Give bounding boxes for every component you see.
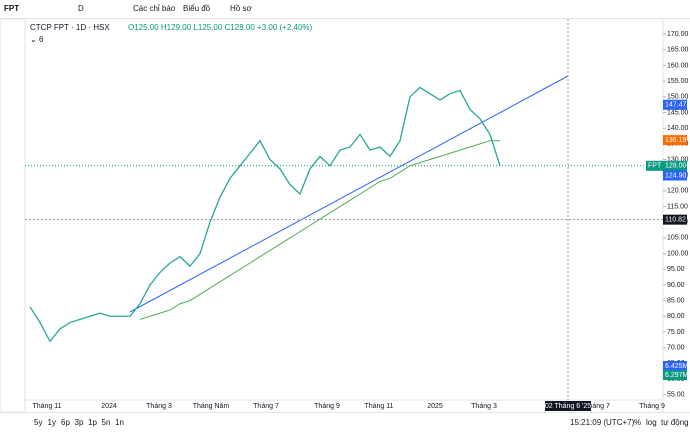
range-button[interactable]: 5y	[34, 418, 43, 427]
crosshair-date-bg	[545, 401, 591, 411]
x-tick-label: 2024	[101, 403, 117, 410]
price-label-bg	[663, 99, 687, 110]
low: L125.00	[193, 23, 223, 32]
y-tick-label: 90.00	[667, 282, 685, 289]
crosshair-date: 02 Tháng 6 '25	[545, 403, 591, 410]
open: O125.00	[127, 23, 159, 32]
auto[interactable]: tự động	[661, 418, 689, 427]
footer: 5y 1y 6p 3p 1p 5n 1n 15:21:09 (UTC+7) % log tự…	[0, 412, 690, 432]
y-tick-label: 140.00	[667, 125, 689, 132]
y-tick-label: 70.00	[667, 344, 685, 351]
trend-line[interactable]	[129, 75, 569, 313]
y-tick-label: 85.00	[667, 297, 685, 304]
volume-label-bg	[663, 370, 687, 380]
y-tick-label: 55.00	[667, 392, 685, 399]
y-tick-label: 120.00	[667, 188, 689, 195]
y-tick-label: 155.00	[667, 78, 689, 85]
close: C128.00	[224, 23, 255, 32]
price-label: 136.19	[665, 137, 687, 144]
y-tick-label: 150.00	[667, 94, 689, 101]
x-tick-label: Tháng 9	[639, 403, 665, 410]
left-toolbar	[0, 18, 26, 413]
range-button[interactable]: 6p	[61, 418, 70, 427]
y-tick-label: 165.00	[667, 47, 689, 54]
indicator-toggle[interactable]: ⌄ 6	[30, 35, 44, 44]
y-tick-label: 130.00	[667, 156, 689, 163]
y-tick-label: 170.00	[667, 31, 689, 38]
price-name: FPT	[648, 163, 662, 170]
legend: CTCP FPT · 1D · HSX O125.00 H129.00 L125…	[30, 23, 312, 44]
y-tick-label: 95.00	[667, 266, 685, 273]
price-line	[29, 86, 501, 343]
percent[interactable]: %	[634, 418, 642, 427]
price-label-bg	[663, 214, 687, 225]
clock: 15:21:09 (UTC+7)	[570, 418, 635, 427]
symbol-search[interactable]: FPT	[4, 4, 20, 13]
range-button[interactable]: 1p	[88, 418, 97, 427]
price-label: 124.90	[665, 172, 687, 179]
indicator-count: 6	[38, 35, 44, 44]
price-name-bg	[646, 160, 663, 171]
chart-type[interactable]: Biểu đồ	[183, 4, 211, 13]
range-button[interactable]: 3p	[74, 418, 84, 427]
range-button[interactable]: 1y	[47, 418, 56, 427]
x-tick-label: Tháng 7	[253, 403, 279, 410]
interval[interactable]: D	[78, 4, 84, 13]
y-tick-label: 105.00	[667, 235, 689, 242]
high: H129.00	[160, 23, 192, 32]
profile[interactable]: Hồ sơ	[230, 4, 252, 13]
volume-label: 6.425M	[665, 363, 689, 370]
range-button[interactable]: 5n	[101, 418, 111, 427]
x-tick-label: 2025	[427, 403, 443, 410]
volume-label: 6.297M	[665, 372, 689, 379]
y-tick-label: 75.00	[667, 329, 685, 336]
price-label: 128.00	[665, 163, 687, 170]
price-label: 147.47	[665, 102, 687, 109]
price-label-bg	[663, 170, 687, 181]
range-button[interactable]: 1n	[115, 418, 124, 427]
x-tick-label: Tháng 11	[32, 403, 61, 410]
ohlc: O125.00 H129.00 L125.00 C128.00 +3.00 (+…	[128, 23, 312, 32]
volume-label-bg	[663, 361, 687, 371]
price-label-bg	[663, 160, 687, 171]
indicators[interactable]: Các chỉ báo	[133, 4, 176, 13]
x-tick-label: Tháng 7	[584, 403, 610, 410]
x-tick-label: Tháng 3	[146, 403, 172, 410]
y-tick-label: 115.00	[667, 203, 688, 210]
x-tick-label: Tháng 3	[471, 403, 497, 410]
change: +3.00 (+2,40%)	[257, 23, 313, 32]
price-line	[139, 140, 500, 320]
log[interactable]: log	[646, 418, 657, 427]
x-tick-label: Tháng 9	[314, 403, 340, 410]
y-tick-label: 100.00	[667, 250, 689, 257]
top-toolbar: FPT D Các chỉ báo Biểu đồ Hồ sơ	[0, 0, 690, 19]
x-tick-label: Tháng 11	[364, 403, 393, 410]
price-label-bg	[663, 135, 687, 146]
y-tick-label: 80.00	[667, 313, 685, 320]
x-tick-label: Tháng Năm	[193, 403, 230, 410]
y-tick-label: 160.00	[667, 62, 689, 69]
legend-title: CTCP FPT · 1D · HSX	[30, 23, 110, 32]
y-tick-label: 145.00	[667, 109, 689, 116]
price-label: 110.82	[665, 217, 686, 224]
